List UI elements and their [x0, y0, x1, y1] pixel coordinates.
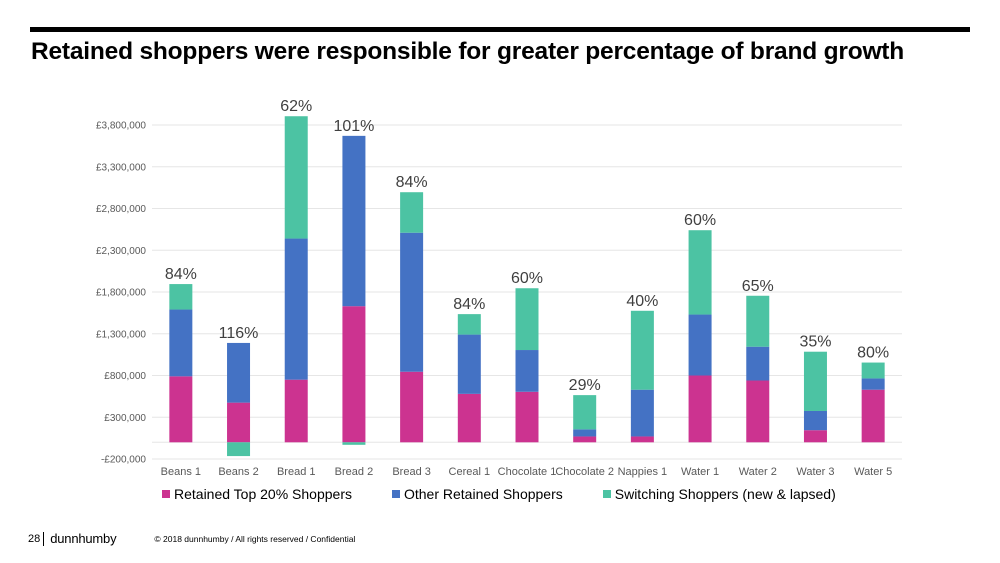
- x-tick-label: Water 2: [739, 466, 777, 478]
- x-tick-label: Water 5: [854, 466, 892, 478]
- percentage-label: 60%: [511, 270, 543, 287]
- bar-segment-switching: [688, 230, 712, 315]
- y-tick-label: £2,800,000: [96, 204, 146, 215]
- bar-segment-retained-top: [803, 430, 827, 443]
- bar-segment-other-retained: [746, 346, 770, 381]
- percentage-label: 35%: [799, 334, 831, 351]
- x-tick-label: Nappies 1: [618, 466, 668, 478]
- bar-segment-switching: [400, 192, 424, 233]
- y-tick-label: £3,800,000: [96, 121, 146, 132]
- bar-segment-other-retained: [169, 309, 193, 377]
- bar-segment-switching: [457, 314, 481, 335]
- x-axis-labels: Beans 1 Beans 2 Bread 1 Bread 2 Bread 3 Cerea…: [161, 466, 893, 478]
- bar-segment-other-retained: [803, 410, 827, 431]
- percentage-label: 84%: [396, 174, 428, 191]
- copyright-text: © 2018 dunnhumby / All rights reserved /…: [154, 533, 356, 544]
- title-rule: [30, 27, 970, 32]
- y-tick-label: £800,000: [104, 371, 146, 382]
- percentage-label: 84%: [165, 266, 197, 283]
- y-tick-label: £3,300,000: [96, 162, 146, 173]
- bar-segment-switching: [515, 288, 539, 351]
- percentage-label: 29%: [569, 377, 601, 394]
- x-tick-label: Water 1: [681, 466, 719, 478]
- percentage-label: 84%: [453, 296, 485, 313]
- legend-item-switching: Switching Shoppers (new & lapsed): [602, 486, 836, 502]
- legend-item-retained-top: Retained Top 20% Shoppers: [162, 486, 352, 502]
- bar-segment-retained-top: [573, 436, 597, 443]
- footer-divider: [43, 531, 45, 546]
- legend-item-other-retained: Other Retained Shoppers: [391, 486, 563, 502]
- bar-segment-switching: [342, 442, 366, 445]
- percentage-label: 101%: [333, 118, 374, 135]
- bar-segment-retained-top: [515, 391, 539, 443]
- legend-label: Retained Top 20% Shoppers: [174, 486, 352, 502]
- bar-segment-retained-top: [746, 380, 770, 443]
- bar-segment-other-retained: [630, 389, 654, 437]
- bar-segment-other-retained: [342, 135, 366, 307]
- bar-segment-retained-top: [169, 376, 193, 443]
- x-tick-label: Chocolate 1: [498, 466, 557, 478]
- percentage-label: 62%: [280, 98, 312, 115]
- bar-segment-retained-top: [630, 436, 654, 443]
- y-tick-label: £300,000: [104, 413, 146, 424]
- legend-swatch-other-retained: [391, 490, 400, 498]
- footer: 28 dunnhumby © 2018 dunnhumby / All righ…: [28, 531, 355, 546]
- bar-segment-retained-top: [861, 389, 885, 443]
- bar-segment-switching: [169, 284, 193, 310]
- x-tick-label: Chocolate 2: [555, 466, 614, 478]
- y-tick-label: £1,800,000: [96, 288, 146, 299]
- bar-segment-retained-top: [688, 375, 712, 443]
- x-tick-label: Bread 1: [277, 466, 316, 478]
- bar-segment-switching: [284, 116, 308, 239]
- legend-label: Other Retained Shoppers: [403, 486, 563, 502]
- y-tick-label: £2,300,000: [96, 246, 146, 257]
- bar-segment-other-retained: [284, 238, 308, 380]
- bar-segment-switching: [861, 362, 885, 379]
- percentage-label: 80%: [857, 345, 889, 362]
- bar-segment-other-retained: [400, 232, 424, 372]
- percentage-label: 116%: [219, 325, 259, 342]
- legend-swatch-switching: [602, 490, 611, 498]
- bar-segment-switching: [227, 442, 251, 457]
- bar-segment-other-retained: [227, 342, 251, 403]
- legend: Retained Top 20% Shoppers Other Retained…: [162, 486, 876, 502]
- x-tick-label: Bread 2: [335, 466, 374, 478]
- bar-segment-retained-top: [284, 379, 308, 443]
- bar-segment-other-retained: [515, 350, 539, 392]
- x-tick-label: Cereal 1: [449, 466, 491, 478]
- brand-logo: dunnhumby: [50, 531, 117, 546]
- bar-segment-switching: [746, 295, 770, 347]
- bar-segment-switching: [803, 351, 827, 411]
- bar-segment-retained-top: [400, 371, 424, 443]
- bar-segment-other-retained: [861, 378, 885, 390]
- legend-label: Switching Shoppers (new & lapsed): [614, 486, 836, 502]
- bar-segment-retained-top: [227, 402, 251, 443]
- bar-segment-retained-top: [457, 393, 481, 443]
- bar-segment-other-retained: [457, 334, 481, 394]
- bar-segment-retained-top: [342, 306, 366, 443]
- bar-segment-switching: [630, 310, 654, 390]
- y-tick-label: £1,300,000: [96, 329, 146, 340]
- legend-swatch-retained-top: [162, 490, 170, 498]
- y-tick-label: -£200,000: [101, 455, 146, 466]
- x-tick-label: Water 3: [796, 466, 834, 478]
- slide-title: Retained shoppers were responsible for g…: [31, 38, 905, 65]
- x-tick-label: Bread 3: [392, 466, 431, 478]
- x-tick-label: Beans 1: [161, 466, 201, 478]
- percentage-labels: 84% 116% 62% 101% 84% 84% 60% 29% 40% 60% 65% 35% 80…: [165, 98, 889, 394]
- bar-segment-other-retained: [688, 314, 712, 376]
- bar-segment-switching: [573, 395, 597, 430]
- percentage-label: 60%: [684, 212, 716, 229]
- bar-segment-other-retained: [573, 429, 597, 437]
- y-axis-labels: -£200,000 £300,000 £800,000 £1,300,000 £1,80…: [96, 121, 146, 466]
- x-tick-label: Beans 2: [218, 466, 258, 478]
- percentage-label: 40%: [626, 293, 658, 310]
- page-number: 28: [28, 532, 41, 545]
- percentage-label: 65%: [742, 278, 774, 295]
- bars: [169, 116, 885, 457]
